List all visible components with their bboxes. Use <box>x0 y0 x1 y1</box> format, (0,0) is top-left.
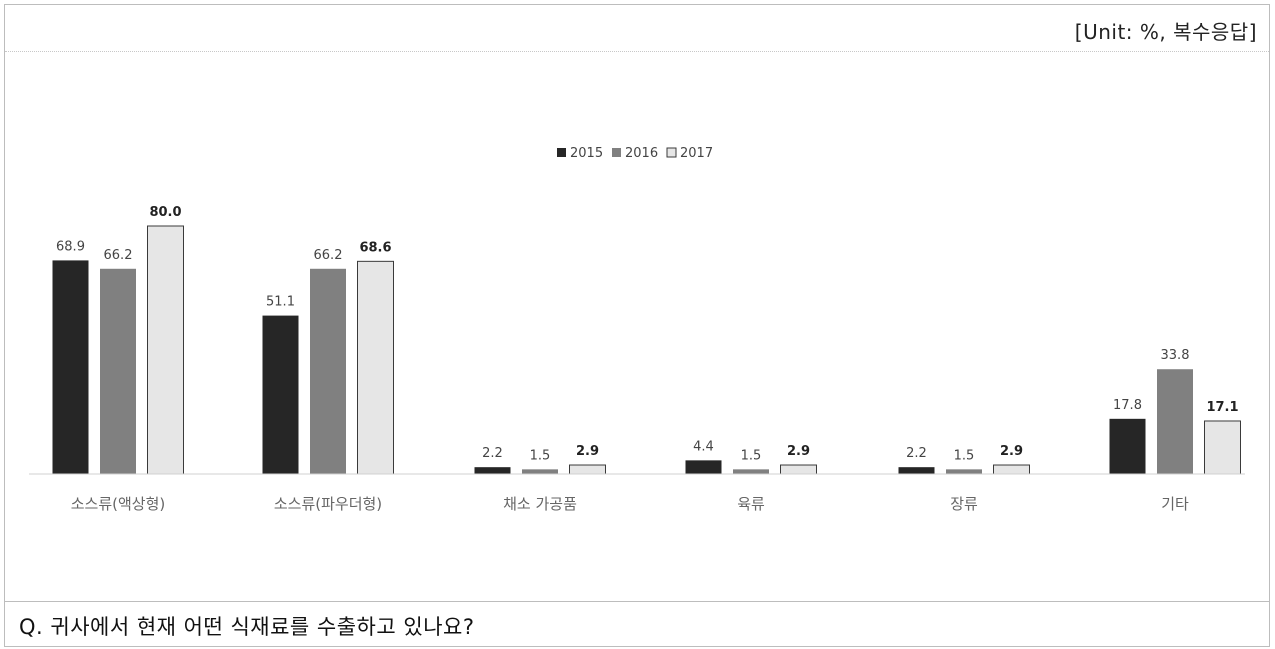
x-tick-label-3: 육류 <box>737 495 765 513</box>
value-label-2016-3: 1.5 <box>741 448 762 463</box>
value-label-2017-4: 2.9 <box>1000 444 1023 459</box>
bar-2016-3 <box>733 469 769 474</box>
bar-2016-0 <box>100 268 136 474</box>
chart-frame: [Unit: %, 복수응답] Q. 귀사에서 현재 어떤 식재료를 수출하고 … <box>4 4 1270 647</box>
chart-bars <box>52 225 1241 475</box>
bar-2017-1 <box>357 260 394 475</box>
bar-2015-0 <box>52 260 89 474</box>
value-label-2015-1: 51.1 <box>266 295 295 310</box>
unit-label: [Unit: %, 복수응답] <box>1074 20 1257 44</box>
value-label-2016-4: 1.5 <box>954 448 975 463</box>
x-tick-label-5: 기타 <box>1161 495 1189 513</box>
bar-2015-4 <box>898 467 935 474</box>
bar-2015-1 <box>262 315 299 474</box>
bar-2017-4 <box>993 464 1030 475</box>
x-tick-label-0: 소스류(액상형) <box>71 495 166 513</box>
bar-2017-3 <box>780 464 817 475</box>
value-label-2016-5: 33.8 <box>1161 348 1190 363</box>
x-tick-label-2: 채소 가공품 <box>503 495 577 513</box>
bar-2016-1 <box>310 268 346 474</box>
value-label-2015-5: 17.8 <box>1113 398 1142 413</box>
legend-swatch-2015 <box>557 148 566 157</box>
bar-2017-5 <box>1204 420 1241 475</box>
x-tick-label-4: 장류 <box>950 495 978 513</box>
value-label-2017-5: 17.1 <box>1206 400 1238 415</box>
legend-label-2015: 2015 <box>570 146 603 161</box>
unit-header: [Unit: %, 복수응답] <box>5 5 1269 52</box>
value-label-2017-3: 2.9 <box>787 444 810 459</box>
value-label-2017-0: 80.0 <box>149 205 181 220</box>
bar-2017-2 <box>569 464 606 475</box>
legend-label-2016: 2016 <box>625 146 658 161</box>
value-label-2016-2: 1.5 <box>530 448 551 463</box>
legend-swatch-2016 <box>612 148 621 157</box>
question-text: Q. 귀사에서 현재 어떤 식재료를 수출하고 있나요? <box>19 615 475 639</box>
value-label-2016-1: 66.2 <box>314 248 343 263</box>
chart-legend: 2015 2016 2017 <box>557 146 713 161</box>
value-label-2015-0: 68.9 <box>56 239 85 254</box>
value-label-2017-2: 2.9 <box>576 444 599 459</box>
value-label-2017-1: 68.6 <box>359 240 391 255</box>
legend-label-2017: 2017 <box>680 146 713 161</box>
x-tick-label-1: 소스류(파우더형) <box>274 495 382 513</box>
legend-swatch-2017 <box>666 147 677 158</box>
bar-2015-2 <box>474 467 511 474</box>
bar-2016-2 <box>522 469 558 474</box>
value-label-2015-2: 2.2 <box>482 446 503 461</box>
chart-value-labels: 68.9 51.1 2.2 4.4 2.2 17.8 66.2 66.2 1.5 1.5 1.5 33… <box>56 205 1239 463</box>
value-label-2015-4: 2.2 <box>906 446 927 461</box>
bar-2016-5 <box>1157 369 1193 474</box>
value-label-2015-3: 4.4 <box>693 439 714 454</box>
question-footer: Q. 귀사에서 현재 어떤 식재료를 수출하고 있나요? <box>5 601 1269 646</box>
bar-2015-3 <box>685 460 722 474</box>
bar-2015-5 <box>1109 418 1146 474</box>
bar-2017-0 <box>147 225 184 475</box>
bar-2016-4 <box>946 469 982 474</box>
value-label-2016-0: 66.2 <box>104 248 133 263</box>
x-axis-tick-labels: 소스류(액상형) 소스류(파우더형) 채소 가공품 육류 장류 기타 <box>71 495 1189 513</box>
